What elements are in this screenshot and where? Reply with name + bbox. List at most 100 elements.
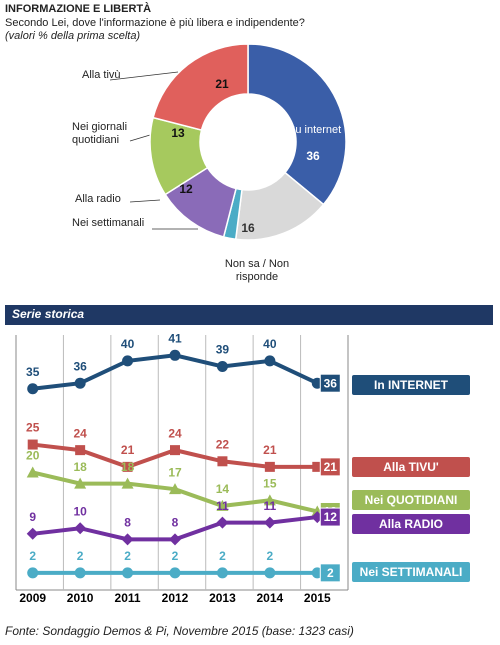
x-tick-label: 2011: [115, 591, 141, 605]
slice-label: Nei settimanali: [72, 217, 145, 229]
value-label: 8: [172, 516, 179, 530]
value-label: 18: [121, 460, 135, 474]
leader-line: [129, 134, 151, 142]
value-label: 12: [179, 182, 193, 196]
value-label: 21: [121, 443, 135, 457]
title: INFORMAZIONE E LIBERTÀ: [5, 3, 152, 15]
slice-label: Su internet: [288, 124, 342, 136]
value-label: 25: [26, 421, 40, 435]
x-tick-label: 2010: [67, 591, 94, 605]
value-label: 18: [73, 460, 87, 474]
value-box: [319, 373, 341, 393]
section-title: Serie storica: [12, 307, 84, 321]
marker: [121, 477, 134, 489]
value-label: 21: [215, 77, 229, 91]
value-label: 15: [263, 477, 277, 491]
donut-slice: [247, 43, 347, 206]
value-label: 21: [324, 460, 338, 474]
value-label: 36: [324, 376, 338, 390]
value-label: 41: [168, 331, 182, 345]
value-label: 20: [26, 449, 40, 463]
value-label: 40: [263, 337, 277, 351]
legend-box: [352, 457, 470, 477]
marker: [170, 445, 180, 456]
marker: [217, 456, 228, 467]
marker: [27, 567, 39, 579]
value-label: 24: [73, 426, 87, 440]
value-label: 9: [29, 510, 36, 524]
value-box: [319, 507, 341, 527]
value-label: 17: [168, 465, 182, 479]
value-label: 14: [216, 482, 230, 496]
marker: [312, 461, 323, 472]
marker: [169, 349, 181, 361]
value-label: 36: [306, 149, 320, 163]
legend-label: In INTERNET: [374, 378, 449, 392]
legend-label: Alla RADIO: [379, 517, 443, 531]
value-label: 22: [216, 437, 230, 451]
leader-line: [109, 71, 179, 81]
marker: [74, 567, 86, 579]
subtitle: Secondo Lei, dove l'informazione è più l…: [5, 17, 305, 29]
x-tick-label: 2013: [209, 591, 236, 605]
value-label: 2: [77, 549, 84, 563]
marker: [27, 439, 38, 450]
value-label: 2: [29, 549, 36, 563]
marker: [74, 377, 86, 389]
marker: [74, 522, 87, 535]
x-tick-label: 2012: [162, 591, 189, 605]
value-label: 8: [124, 516, 131, 530]
section-bar: [5, 305, 493, 325]
marker: [122, 567, 134, 579]
value-box: [319, 457, 341, 477]
marker: [216, 360, 228, 372]
legend-label: Nei SETTIMANALI: [360, 565, 463, 579]
marker: [216, 516, 229, 529]
marker: [122, 355, 134, 367]
value-label: 12: [324, 510, 338, 524]
legend-label: Alla TIVU': [383, 460, 439, 474]
legend-box: [352, 490, 470, 510]
value-label: 39: [216, 343, 230, 357]
value-label: 40: [121, 337, 135, 351]
marker: [263, 494, 276, 506]
value-label: 21: [263, 443, 277, 457]
marker: [169, 533, 181, 546]
slice-label: Alla radio: [75, 193, 121, 205]
value-label: 16: [241, 221, 255, 235]
value-label: 35: [26, 365, 40, 379]
marker: [216, 499, 229, 511]
value-label: 13: [171, 126, 185, 140]
marker: [27, 383, 39, 395]
marker: [26, 527, 39, 540]
marker: [216, 567, 228, 579]
value-label: 2: [172, 549, 179, 563]
x-tick-label: 2015: [304, 591, 331, 605]
marker: [264, 567, 276, 579]
slice-label: Non sa / Non risponde: [224, 258, 290, 283]
value-label: 2: [124, 549, 131, 563]
marker: [264, 355, 276, 367]
marker: [263, 516, 276, 529]
value-label: 11: [264, 499, 277, 513]
marker: [122, 461, 133, 472]
legend-label: Nei QUOTIDIANI: [365, 493, 458, 507]
legend-box: [352, 562, 470, 582]
x-tick-label: 2014: [257, 591, 284, 605]
value-box: [319, 563, 341, 583]
x-tick-label: 2009: [19, 591, 46, 605]
leader-line: [129, 199, 161, 203]
legend-box: [352, 514, 470, 534]
marker: [75, 445, 86, 456]
marker: [264, 461, 275, 472]
donut-slice: [152, 43, 249, 131]
marker: [169, 567, 181, 579]
source: Fonte: Sondaggio Demos & Pi, Novembre 20…: [5, 624, 354, 638]
marker: [121, 533, 134, 546]
marker: [169, 483, 181, 495]
value-label: 2: [327, 566, 334, 580]
value-label: 24: [168, 426, 182, 440]
slice-label: Alla tivù: [82, 69, 121, 81]
